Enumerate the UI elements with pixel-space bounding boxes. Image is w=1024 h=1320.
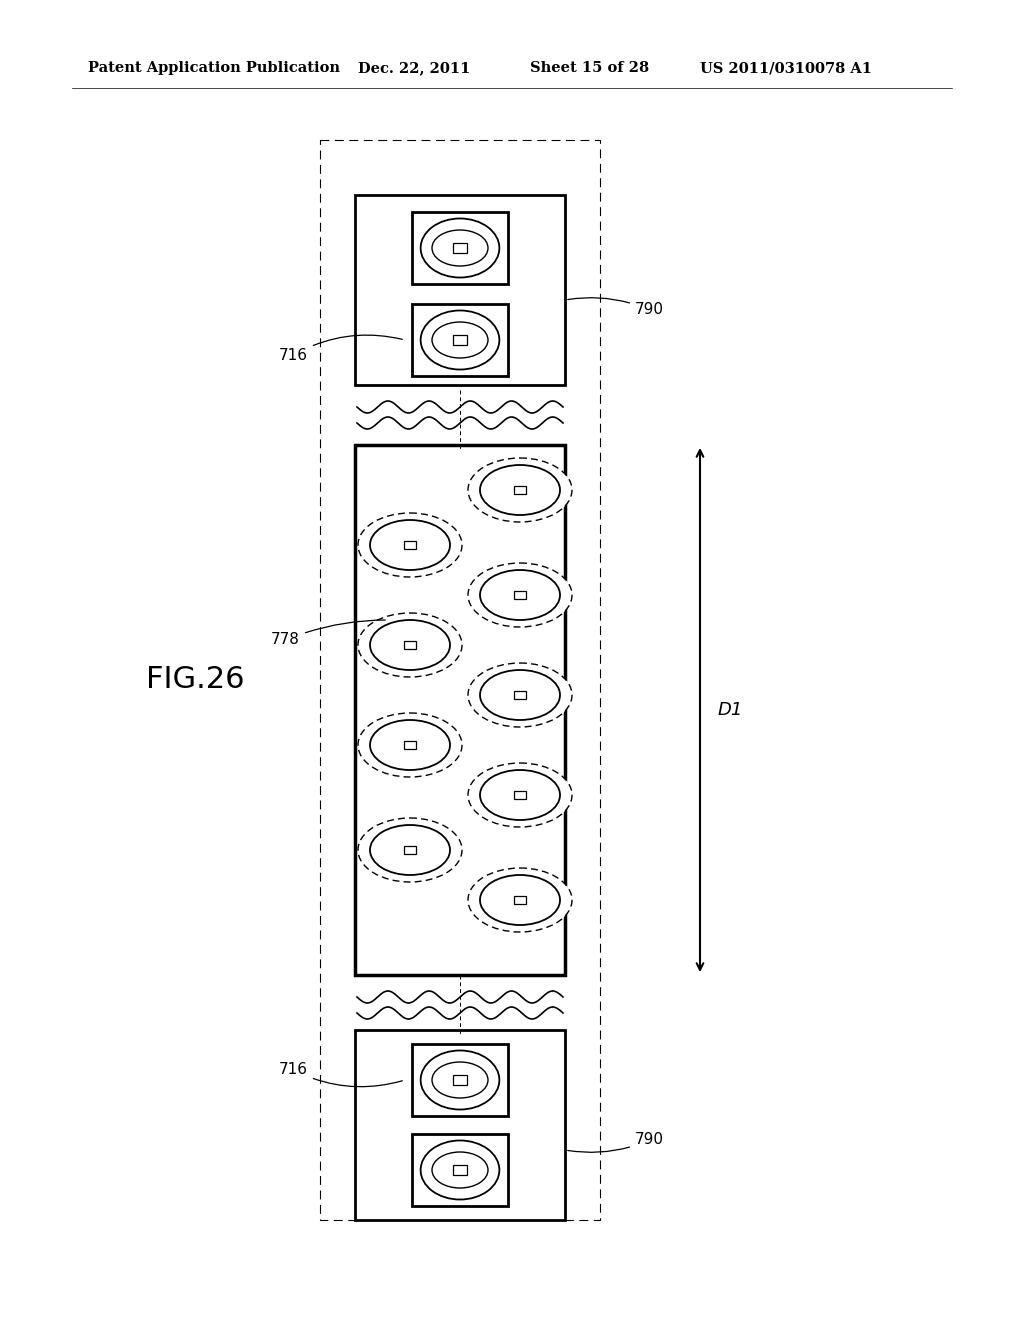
Ellipse shape xyxy=(421,1140,500,1200)
Text: 716: 716 xyxy=(279,1063,402,1086)
Ellipse shape xyxy=(480,570,560,620)
Ellipse shape xyxy=(421,1051,500,1110)
Ellipse shape xyxy=(468,869,572,932)
Ellipse shape xyxy=(480,671,560,719)
Ellipse shape xyxy=(421,310,500,370)
Bar xyxy=(355,445,565,975)
Text: Patent Application Publication: Patent Application Publication xyxy=(88,61,340,75)
Ellipse shape xyxy=(370,520,450,570)
Text: Sheet 15 of 28: Sheet 15 of 28 xyxy=(530,61,649,75)
Bar xyxy=(453,1166,467,1175)
Ellipse shape xyxy=(468,663,572,727)
Ellipse shape xyxy=(421,219,500,277)
Text: 790: 790 xyxy=(567,1133,664,1152)
Ellipse shape xyxy=(432,322,488,358)
Ellipse shape xyxy=(432,1152,488,1188)
Bar xyxy=(412,1044,508,1115)
Bar xyxy=(514,690,526,700)
Ellipse shape xyxy=(432,1063,488,1098)
Text: D1: D1 xyxy=(718,701,743,719)
Bar xyxy=(404,846,416,854)
Ellipse shape xyxy=(468,458,572,521)
Text: 778: 778 xyxy=(271,620,385,648)
Ellipse shape xyxy=(370,719,450,770)
Bar xyxy=(319,140,600,1220)
Ellipse shape xyxy=(480,465,560,515)
Ellipse shape xyxy=(468,564,572,627)
Bar xyxy=(453,243,467,253)
Bar xyxy=(453,335,467,345)
Ellipse shape xyxy=(468,763,572,828)
Text: US 2011/0310078 A1: US 2011/0310078 A1 xyxy=(700,61,872,75)
Bar xyxy=(514,896,526,904)
Ellipse shape xyxy=(358,513,462,577)
Bar xyxy=(412,304,508,376)
Ellipse shape xyxy=(370,620,450,671)
Ellipse shape xyxy=(480,875,560,925)
Bar xyxy=(355,195,565,385)
Text: FIG.26: FIG.26 xyxy=(145,665,245,694)
Ellipse shape xyxy=(358,612,462,677)
Text: Dec. 22, 2011: Dec. 22, 2011 xyxy=(358,61,470,75)
Bar xyxy=(404,642,416,649)
Bar xyxy=(412,213,508,284)
Ellipse shape xyxy=(358,713,462,777)
Bar xyxy=(514,591,526,599)
Text: 716: 716 xyxy=(279,335,402,363)
Bar xyxy=(404,741,416,748)
Ellipse shape xyxy=(358,818,462,882)
Ellipse shape xyxy=(480,770,560,820)
Ellipse shape xyxy=(432,230,488,267)
Bar xyxy=(453,1074,467,1085)
Ellipse shape xyxy=(370,825,450,875)
Bar xyxy=(412,1134,508,1206)
Bar xyxy=(514,486,526,494)
Text: 790: 790 xyxy=(567,298,664,318)
Bar xyxy=(514,791,526,799)
Bar xyxy=(404,541,416,549)
Bar xyxy=(355,1030,565,1220)
